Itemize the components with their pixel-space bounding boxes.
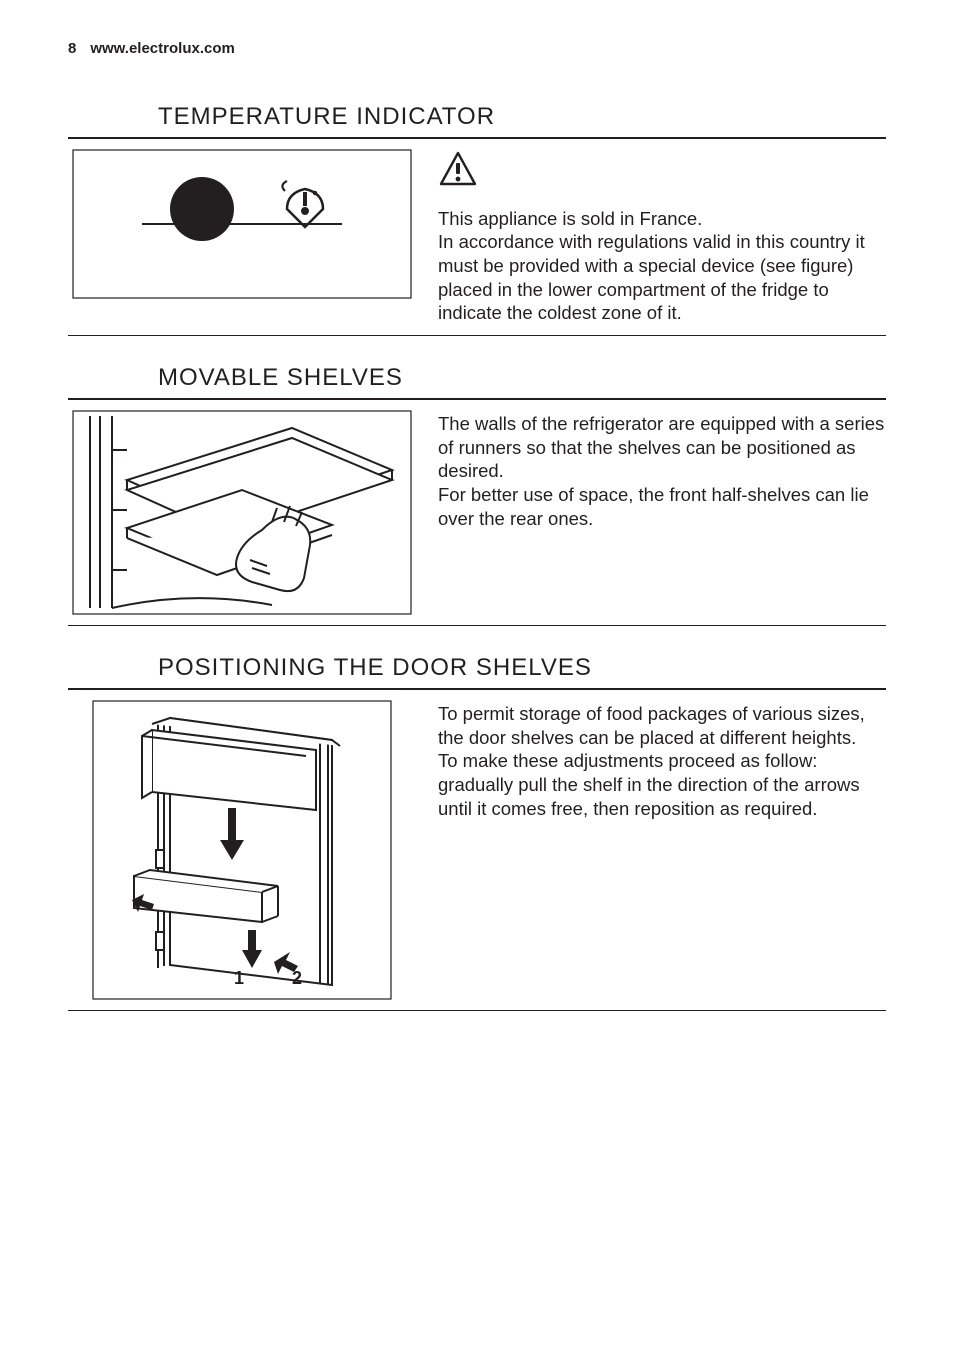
body-text: The walls of the refrigerator are equipp… bbox=[438, 412, 886, 530]
section-title: TEMPERATURE INDICATOR bbox=[158, 103, 886, 131]
section-title: POSITIONING THE DOOR SHELVES bbox=[158, 654, 886, 682]
divider bbox=[68, 335, 886, 336]
page-header: 8 www.electrolux.com bbox=[68, 40, 886, 57]
body-text: To permit storage of food packages of va… bbox=[438, 702, 886, 820]
content-row: 1 2 To permit storage of food packages o… bbox=[68, 690, 886, 1010]
arrow-label-1: 1 bbox=[234, 968, 244, 988]
divider bbox=[68, 1010, 886, 1011]
divider bbox=[68, 625, 886, 626]
figure-temperature-indicator bbox=[68, 149, 428, 299]
body-text: This appliance is sold in France. In acc… bbox=[438, 207, 886, 325]
page-number: 8 bbox=[68, 40, 76, 57]
section-temperature-indicator: TEMPERATURE INDICATOR bbox=[68, 103, 886, 336]
content-row: This appliance is sold in France. In acc… bbox=[68, 139, 886, 335]
section-movable-shelves: MOVABLE SHELVES bbox=[68, 364, 886, 626]
section-positioning-door-shelves: POSITIONING THE DOOR SHELVES bbox=[68, 654, 886, 1011]
section-title: MOVABLE SHELVES bbox=[158, 364, 886, 392]
content-row: The walls of the refrigerator are equipp… bbox=[68, 400, 886, 625]
movable-shelves-icon bbox=[72, 410, 412, 615]
text-cell: To permit storage of food packages of va… bbox=[428, 700, 886, 820]
text-cell: This appliance is sold in France. In acc… bbox=[428, 149, 886, 325]
arrow-label-2: 2 bbox=[292, 968, 302, 988]
page: 8 www.electrolux.com TEMPERATURE INDICAT… bbox=[0, 0, 954, 1079]
figure-door-shelves: 1 2 bbox=[68, 700, 428, 1000]
door-shelves-icon: 1 2 bbox=[92, 700, 392, 1000]
figure-movable-shelves bbox=[68, 410, 428, 615]
header-url: www.electrolux.com bbox=[90, 40, 235, 57]
temperature-indicator-icon bbox=[72, 149, 412, 299]
warning-icon bbox=[438, 151, 886, 193]
text-cell: The walls of the refrigerator are equipp… bbox=[428, 410, 886, 530]
